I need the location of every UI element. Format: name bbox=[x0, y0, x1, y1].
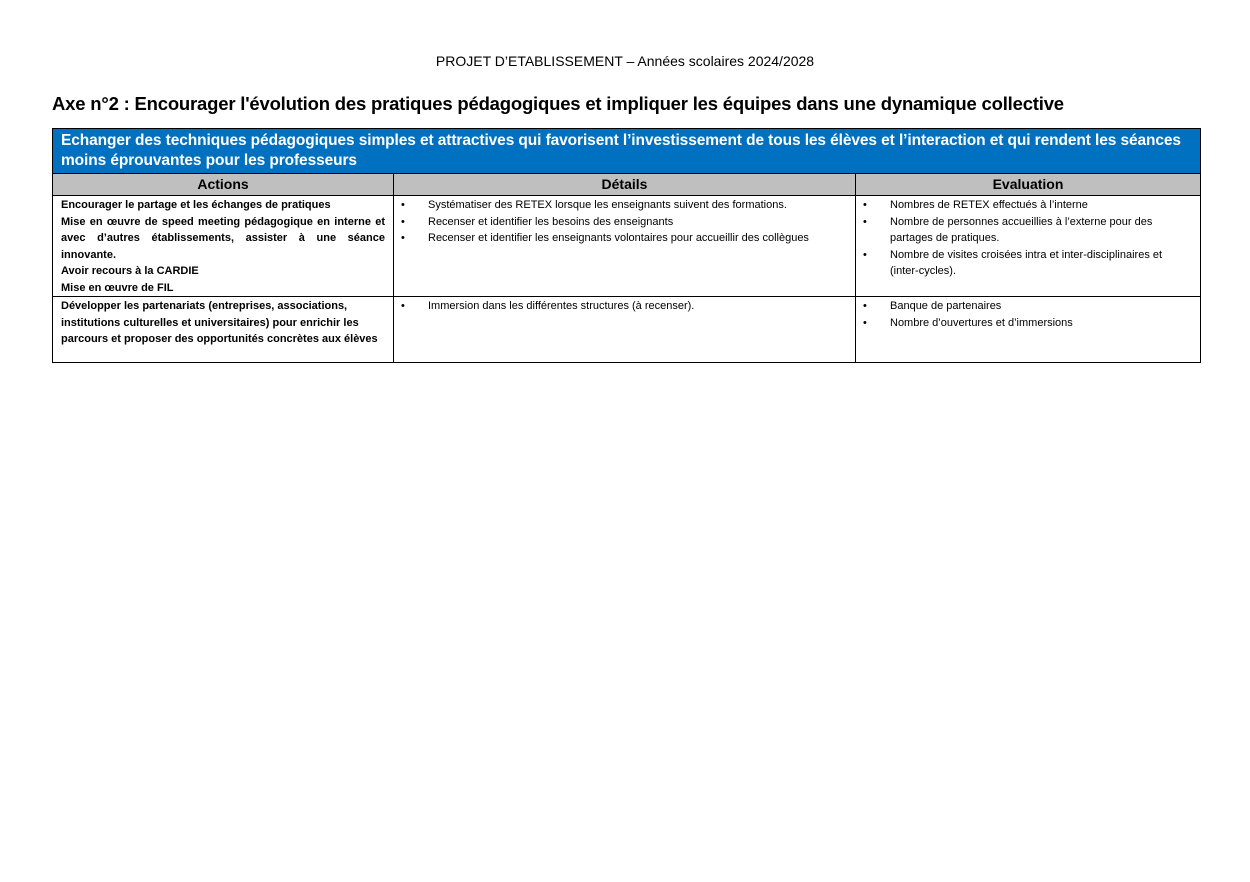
table-row: Encourager le partage et les échanges de… bbox=[52, 195, 1201, 297]
action-table: Echanger des techniques pédagogiques sim… bbox=[52, 128, 1201, 363]
list-item: • Nombre d’ouvertures et d’immersions bbox=[856, 315, 1192, 332]
actions-cell: Développer les partenariats (entreprises… bbox=[52, 296, 394, 363]
action-line: Encourager le partage et les échanges de… bbox=[61, 199, 331, 211]
bullet-icon: • bbox=[863, 248, 867, 261]
bullet-icon: • bbox=[863, 215, 867, 228]
bullet-icon: • bbox=[401, 300, 405, 312]
list-item: • Banque de partenaires bbox=[856, 298, 1192, 315]
evaluation-cell: • Banque de partenaires • Nombre d’ouvertu… bbox=[855, 296, 1201, 363]
objective-header: Echanger des techniques pédagogiques sim… bbox=[52, 128, 1201, 174]
list-item: • Systématiser des RETEX lorsque les ense… bbox=[394, 197, 847, 214]
action-line: Mise en œuvre de speed meeting pédagogiq… bbox=[61, 215, 385, 261]
bullet-icon: • bbox=[401, 199, 405, 211]
action-line: Développer les partenariats (entreprises… bbox=[61, 300, 378, 345]
bullet-icon: • bbox=[401, 215, 405, 228]
column-header-details: Détails bbox=[393, 173, 856, 196]
bullet-icon: • bbox=[863, 199, 867, 211]
list-item: • Immersion dans les différentes structur… bbox=[394, 298, 847, 315]
details-cell: • Immersion dans les différentes structur… bbox=[393, 296, 856, 363]
bullet-icon: • bbox=[863, 300, 867, 312]
list-item: • Nombre de visites croisées intra et int… bbox=[863, 248, 1163, 278]
details-cell: • Systématiser des RETEX lorsque les ense… bbox=[393, 195, 856, 297]
axe-title: Axe n°2 : Encourager l'évolution des pra… bbox=[52, 93, 1064, 114]
list-item: • Nombre de personnes accueillies à l’ext… bbox=[863, 215, 1153, 245]
list-item: • Recenser et identifier les enseignants … bbox=[394, 230, 847, 247]
bullet-icon: • bbox=[863, 316, 867, 329]
action-line: Avoir recours à la CARDIE bbox=[61, 265, 199, 277]
column-header-evaluation: Evaluation bbox=[855, 173, 1201, 196]
evaluation-cell: • Nombres de RETEX effectués à l’interne … bbox=[855, 195, 1201, 297]
action-line: Mise en œuvre de FIL bbox=[61, 281, 174, 294]
actions-cell: Encourager le partage et les échanges de… bbox=[52, 195, 394, 297]
list-item: • Nombres de RETEX effectués à l’interne bbox=[856, 197, 1192, 214]
bullet-icon: • bbox=[401, 232, 405, 244]
document-header: PROJET D’ETABLISSEMENT – Années scolaire… bbox=[435, 53, 815, 69]
column-header-actions: Actions bbox=[52, 173, 394, 196]
list-item: • Recenser et identifier les besoins des … bbox=[394, 214, 847, 231]
table-row: Développer les partenariats (entreprises… bbox=[52, 296, 1201, 363]
